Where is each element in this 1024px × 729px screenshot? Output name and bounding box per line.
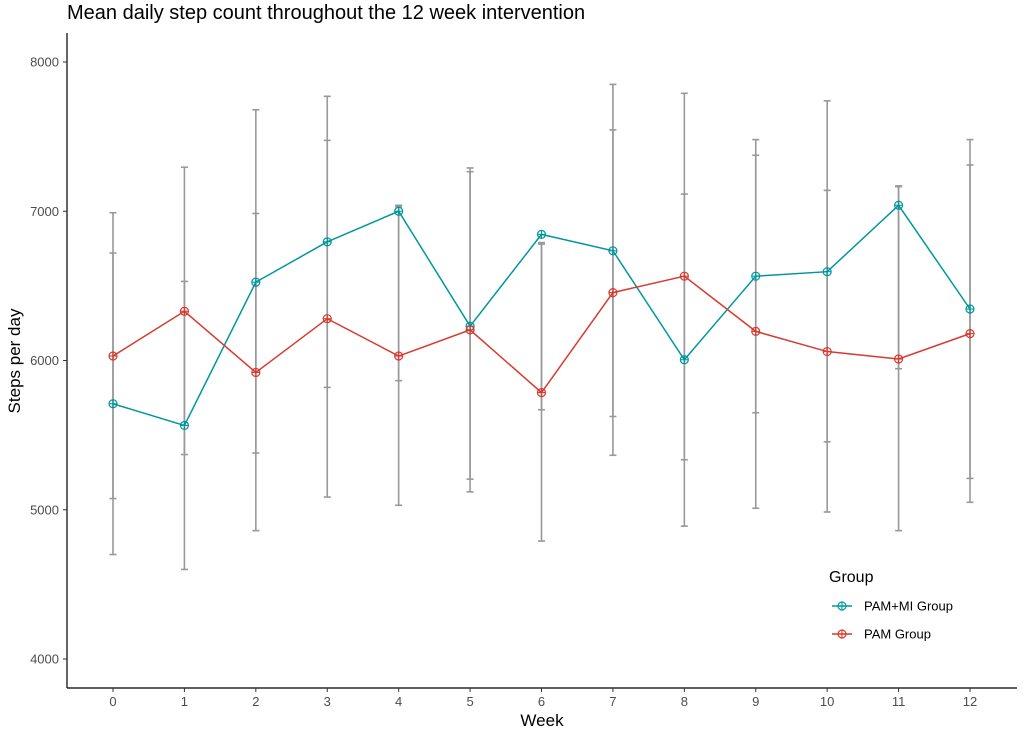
data-point [179,420,190,431]
data-point [465,325,475,335]
x-tick-label: 9 [752,694,759,709]
data-point [965,304,975,314]
data-point [608,246,618,256]
data-point [751,326,761,336]
x-tick-label: 11 [892,694,906,709]
x-tick-label: 3 [324,694,331,709]
legend-key-marker [837,629,847,639]
y-axis-title: Steps per day [5,308,24,413]
data-point [108,351,118,361]
data-point [179,306,190,316]
y-tick-label: 5000 [30,502,59,517]
legend-items: PAM+MI Group PAM Group [832,599,953,642]
data-point [536,387,547,398]
data-point [251,367,261,378]
y-tick-label: 7000 [30,204,59,219]
series-points [108,200,975,431]
data-point [322,237,332,247]
legend-label: PAM Group [864,627,931,642]
data-point [679,355,689,365]
data-point [822,346,832,357]
data-point [394,206,404,216]
legend-title: Group [829,569,874,586]
x-tick-label: 12 [963,694,977,709]
data-point [893,354,904,364]
legend-label: PAM+MI Group [864,599,953,614]
data-point [251,277,261,287]
x-tick-label: 6 [538,694,545,709]
x-tick-label: 1 [181,694,188,709]
x-ticks: 0 1 2 3 4 5 6 7 8 9 10 11 12 [109,688,977,709]
y-tick-label: 6000 [30,353,59,368]
x-tick-label: 4 [395,694,402,709]
x-tick-label: 8 [681,694,688,709]
legend-key-marker [837,601,847,611]
y-tick-label: 8000 [30,55,59,70]
chart-title: Mean daily step count throughout the 12 … [67,2,586,24]
data-point [536,229,547,239]
data-point [108,399,118,409]
data-point [608,287,618,298]
data-point [322,314,332,324]
data-point [751,271,761,281]
x-tick-label: 10 [820,694,834,709]
legend: Group PAM+MI Group PAM Group [829,569,953,642]
x-tick-label: 5 [466,694,473,709]
y-ticks: 4000 5000 6000 7000 8000 [30,55,67,667]
data-point [965,329,975,339]
x-tick-label: 2 [252,694,259,709]
data-point [394,351,404,361]
data-point [679,271,689,281]
x-tick-label: 7 [609,694,616,709]
data-point [893,200,904,210]
x-axis-title: Week [520,711,564,729]
y-tick-label: 4000 [30,652,59,667]
data-point [822,267,832,277]
error-bars [109,83,974,571]
x-tick-label: 0 [109,694,116,709]
